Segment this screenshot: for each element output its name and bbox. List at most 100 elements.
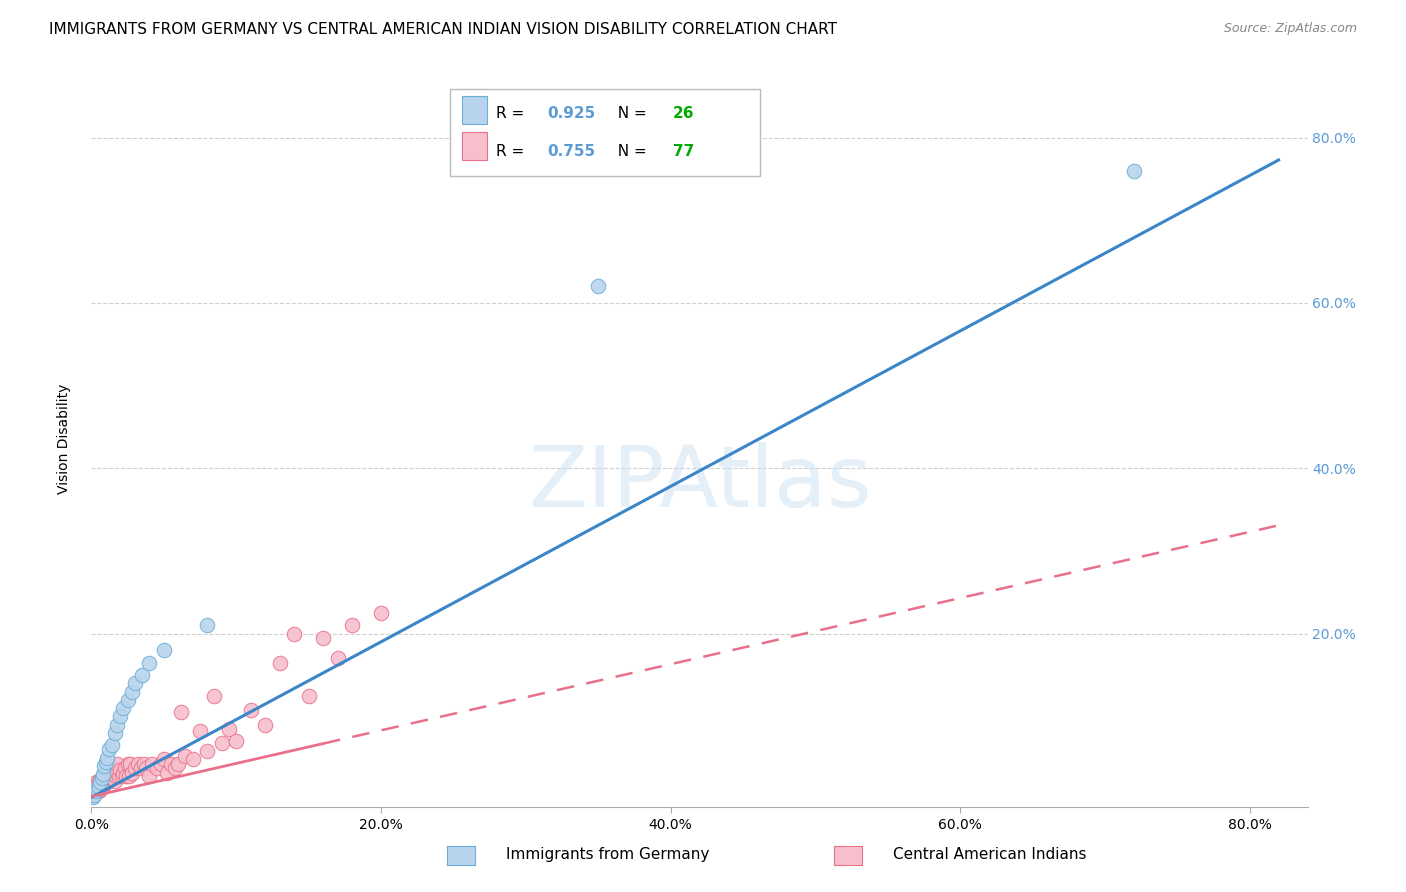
Point	[100, 772, 122, 786]
Point	[127, 757, 149, 772]
Point	[145, 761, 167, 775]
Point	[112, 765, 135, 780]
Point	[225, 734, 247, 748]
Point	[82, 783, 104, 797]
Point	[83, 788, 105, 802]
Point	[114, 761, 136, 775]
Point	[165, 761, 187, 775]
Point	[86, 782, 108, 797]
Point	[93, 759, 115, 773]
Point	[100, 738, 122, 752]
Point	[129, 761, 152, 775]
Point	[188, 724, 211, 739]
Point	[90, 773, 112, 788]
Point	[84, 775, 107, 789]
Point	[312, 631, 335, 645]
Text: Source: ZipAtlas.com: Source: ZipAtlas.com	[1223, 22, 1357, 36]
Point	[152, 752, 174, 766]
Point	[97, 742, 120, 756]
Point	[107, 717, 129, 731]
Point	[254, 717, 277, 731]
Point	[117, 692, 139, 706]
Text: IMMIGRANTS FROM GERMANY VS CENTRAL AMERICAN INDIAN VISION DISABILITY CORRELATION: IMMIGRANTS FROM GERMANY VS CENTRAL AMERI…	[49, 22, 837, 37]
Point	[152, 643, 174, 657]
Y-axis label: Vision Disability: Vision Disability	[56, 384, 70, 494]
Point	[204, 689, 226, 703]
Point	[211, 736, 233, 750]
Point	[326, 651, 349, 665]
Bar	[463, 95, 486, 124]
Point	[87, 773, 110, 788]
Point	[91, 772, 114, 786]
Point	[86, 782, 108, 797]
Point	[96, 773, 118, 788]
Point	[370, 606, 392, 620]
Point	[110, 709, 132, 723]
Point	[107, 765, 129, 780]
Text: 0.755: 0.755	[547, 144, 596, 159]
Point	[97, 773, 120, 788]
Text: N =: N =	[609, 106, 652, 120]
Text: 77: 77	[672, 144, 695, 159]
Point	[90, 772, 112, 786]
Point	[87, 780, 110, 794]
Point	[297, 689, 319, 703]
Point	[156, 765, 179, 780]
Point	[174, 749, 197, 764]
Point	[110, 763, 132, 777]
Point	[218, 722, 240, 736]
Point	[96, 750, 118, 764]
Point	[283, 626, 305, 640]
Point	[83, 780, 105, 794]
Bar	[450, 89, 761, 176]
Point	[82, 789, 104, 804]
Text: R =: R =	[496, 106, 530, 120]
Point	[239, 703, 262, 717]
Point	[103, 726, 125, 740]
Point	[586, 279, 609, 293]
Point	[269, 656, 291, 670]
Point	[97, 767, 120, 781]
Point	[90, 780, 112, 794]
Point	[117, 757, 139, 772]
Point	[138, 769, 160, 783]
Text: 26: 26	[672, 106, 695, 120]
Text: Central American Indians: Central American Indians	[893, 847, 1087, 862]
Point	[89, 775, 111, 789]
Point	[84, 783, 107, 797]
Point	[141, 757, 163, 772]
Point	[89, 775, 111, 789]
Point	[181, 752, 204, 766]
Point	[105, 769, 128, 783]
Text: ZIPAtlas: ZIPAtlas	[527, 442, 872, 525]
Point	[108, 769, 131, 783]
Bar	[463, 132, 486, 161]
Point	[340, 618, 363, 632]
Point	[121, 765, 143, 780]
Point	[120, 757, 142, 772]
Point	[132, 757, 155, 772]
Point	[103, 773, 125, 788]
Point	[101, 769, 124, 783]
Point	[84, 780, 107, 794]
Point	[131, 668, 153, 682]
Point	[101, 761, 124, 775]
Point	[86, 777, 108, 791]
Point	[98, 772, 121, 786]
Point	[111, 769, 134, 783]
Text: 0.925: 0.925	[547, 106, 596, 120]
Point	[94, 755, 117, 769]
Point	[98, 763, 121, 777]
Point	[107, 757, 129, 772]
Point	[1122, 163, 1144, 178]
Point	[87, 780, 110, 794]
Point	[135, 761, 157, 775]
Point	[112, 701, 135, 715]
Point	[138, 656, 160, 670]
Point	[84, 783, 107, 797]
Text: Immigrants from Germany: Immigrants from Germany	[506, 847, 710, 862]
Point	[160, 757, 183, 772]
Point	[93, 769, 115, 783]
Point	[121, 684, 143, 698]
Point	[195, 618, 218, 632]
